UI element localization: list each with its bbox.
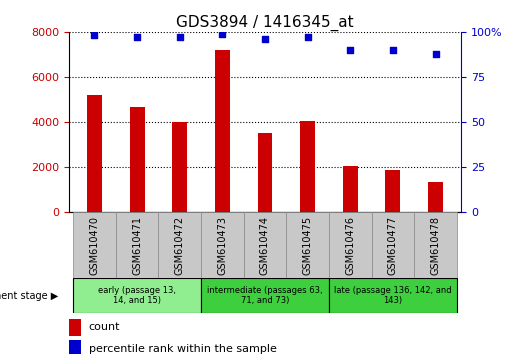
Bar bbox=[130, 108, 145, 212]
Text: GSM610478: GSM610478 bbox=[430, 216, 440, 275]
Text: percentile rank within the sample: percentile rank within the sample bbox=[89, 344, 276, 354]
Bar bbox=[300, 121, 315, 212]
Bar bbox=[343, 166, 358, 212]
Bar bbox=[258, 133, 272, 212]
Text: count: count bbox=[89, 322, 120, 332]
Text: GSM610474: GSM610474 bbox=[260, 216, 270, 275]
Bar bbox=[69, 340, 82, 354]
Bar bbox=[87, 95, 102, 212]
Point bbox=[133, 34, 142, 40]
Point bbox=[90, 33, 99, 38]
Point bbox=[346, 47, 355, 53]
Point bbox=[303, 34, 312, 40]
Text: intermediate (passages 63,
71, and 73): intermediate (passages 63, 71, and 73) bbox=[207, 286, 323, 305]
Bar bbox=[172, 122, 187, 212]
Bar bbox=[73, 278, 201, 313]
Text: early (passage 13,
14, and 15): early (passage 13, 14, and 15) bbox=[98, 286, 176, 305]
Point bbox=[261, 36, 269, 42]
Text: GSM610477: GSM610477 bbox=[388, 216, 398, 275]
Text: GSM610470: GSM610470 bbox=[90, 216, 100, 275]
Bar bbox=[201, 212, 244, 278]
Text: GSM610472: GSM610472 bbox=[175, 216, 185, 275]
Point bbox=[218, 31, 227, 36]
Bar bbox=[244, 212, 286, 278]
Bar bbox=[116, 212, 158, 278]
Point bbox=[175, 34, 184, 40]
Bar bbox=[372, 212, 414, 278]
Bar bbox=[329, 212, 372, 278]
Text: late (passage 136, 142, and
143): late (passage 136, 142, and 143) bbox=[334, 286, 452, 305]
Bar bbox=[414, 212, 457, 278]
Text: GSM610476: GSM610476 bbox=[345, 216, 355, 275]
Text: development stage ▶: development stage ▶ bbox=[0, 291, 58, 301]
Bar bbox=[329, 278, 457, 313]
Text: GSM610471: GSM610471 bbox=[132, 216, 142, 275]
Bar bbox=[73, 212, 116, 278]
Bar bbox=[286, 212, 329, 278]
Bar bbox=[69, 319, 82, 336]
Bar bbox=[215, 50, 230, 212]
Bar bbox=[385, 170, 400, 212]
Point bbox=[388, 47, 397, 53]
Bar bbox=[201, 278, 329, 313]
Point bbox=[431, 51, 440, 56]
Title: GDS3894 / 1416345_at: GDS3894 / 1416345_at bbox=[176, 14, 354, 30]
Text: GSM610473: GSM610473 bbox=[217, 216, 227, 275]
Bar bbox=[158, 212, 201, 278]
Text: GSM610475: GSM610475 bbox=[303, 216, 313, 275]
Bar bbox=[428, 182, 443, 212]
